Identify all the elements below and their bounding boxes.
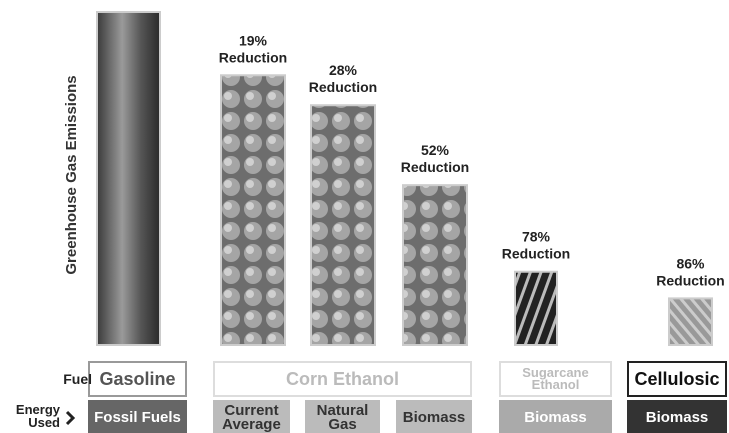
energy-label: Biomass — [499, 400, 612, 433]
energy-label: Biomass — [627, 400, 727, 433]
annotation-word: Reduction — [309, 79, 377, 95]
row-label: Fuel — [63, 371, 92, 387]
fuel-label: Corn Ethanol — [213, 361, 472, 397]
energy-label: Biomass — [396, 400, 472, 433]
annotation-amount: 52% — [421, 142, 450, 158]
annotation-word: Reduction — [656, 272, 724, 288]
annotation-amount: 86% — [676, 255, 705, 271]
bar — [310, 104, 376, 346]
fuel-label: Gasoline — [88, 361, 187, 397]
annotation-amount: 78% — [522, 229, 551, 245]
energy-label: Current Average — [213, 400, 290, 433]
bar — [514, 270, 558, 346]
annotation-amount: 19% — [239, 32, 268, 48]
bar — [96, 11, 161, 346]
fuel-label: Cellulosic — [627, 361, 727, 397]
row-label: Energy Used — [15, 402, 60, 430]
energy-label: Natural Gas — [305, 400, 380, 433]
chevron — [65, 410, 76, 426]
energy-label: Fossil Fuels — [88, 400, 187, 433]
bar — [220, 74, 286, 347]
annotation-word: Reduction — [401, 159, 469, 175]
bar — [668, 297, 713, 347]
y-axis-label: Greenhouse Gas Emissions — [63, 75, 80, 274]
fuel-label: Sugarcane Ethanol — [499, 361, 612, 397]
annotation-amount: 28% — [329, 62, 358, 78]
annotation-word: Reduction — [502, 246, 570, 262]
annotation-word: Reduction — [219, 49, 287, 65]
bar — [402, 184, 468, 346]
